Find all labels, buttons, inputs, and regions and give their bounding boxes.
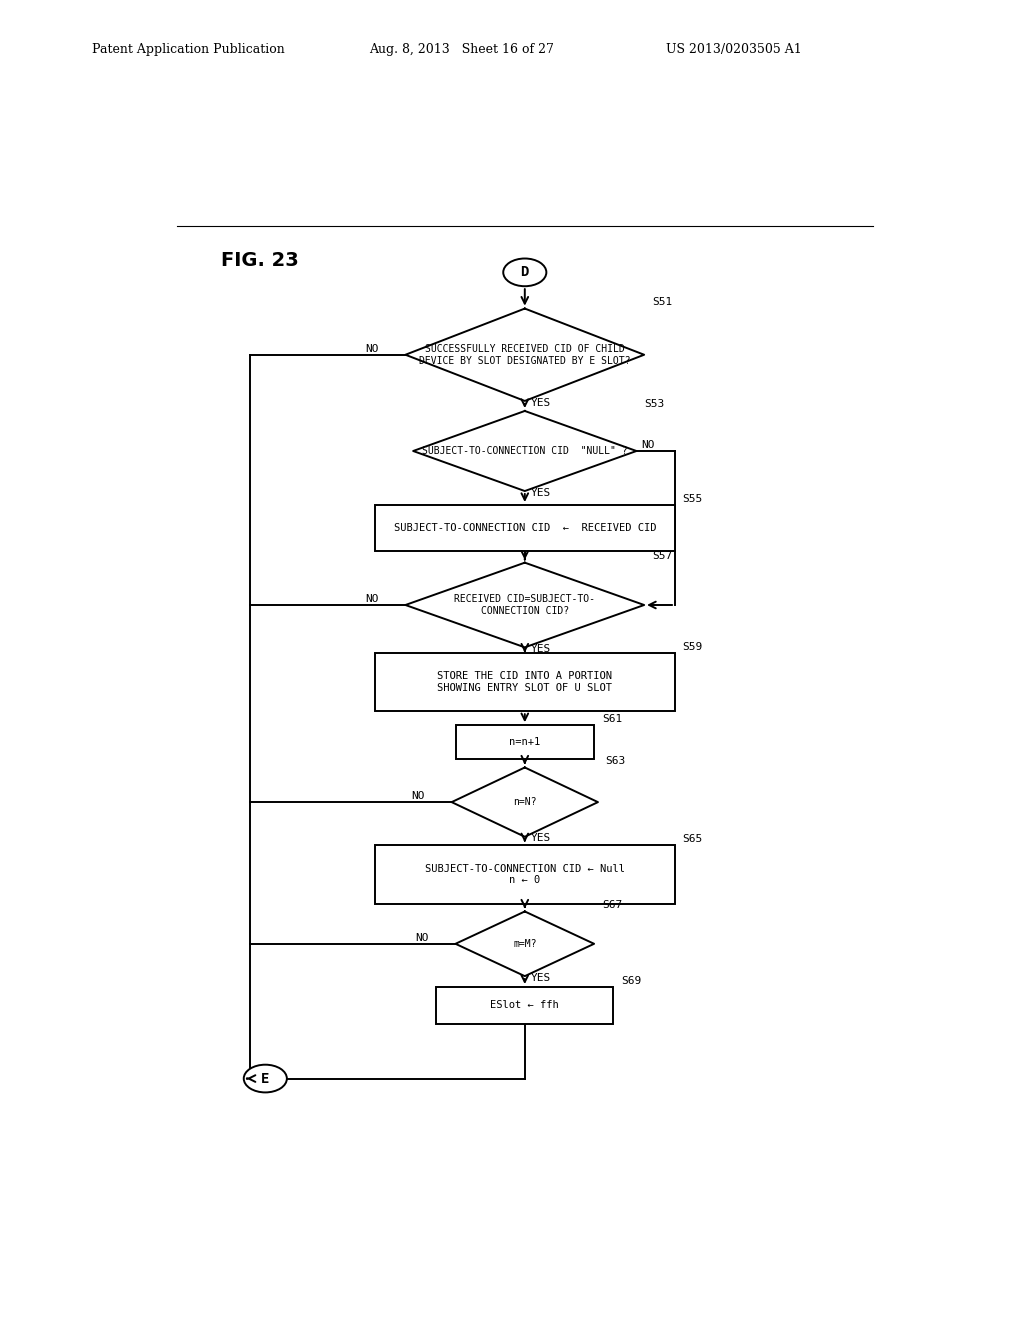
Text: YES: YES [531,973,551,983]
Text: US 2013/0203505 A1: US 2013/0203505 A1 [666,42,802,55]
Bar [375,845,675,904]
Text: SUBJECT-TO-CONNECTION CID ← Null
n ← 0: SUBJECT-TO-CONNECTION CID ← Null n ← 0 [425,863,625,886]
Text: S55: S55 [683,494,702,504]
Text: YES: YES [531,487,551,498]
Text: S63: S63 [605,755,626,766]
Text: E: E [261,1072,269,1085]
Bar [375,653,675,711]
Text: SUBJECT-TO-CONNECTION CID  ←  RECEIVED CID: SUBJECT-TO-CONNECTION CID ← RECEIVED CID [393,523,656,533]
Text: SUBJECT-TO-CONNECTION CID  "NULL" ?: SUBJECT-TO-CONNECTION CID "NULL" ? [422,446,628,455]
Text: S65: S65 [683,834,702,845]
Text: NO: NO [366,594,379,605]
Text: D: D [520,265,529,280]
Text: S59: S59 [683,642,702,652]
Text: YES: YES [531,833,551,843]
Text: S61: S61 [602,714,622,725]
Ellipse shape [503,259,547,286]
Bar [456,725,594,759]
Text: YES: YES [531,397,551,408]
Ellipse shape [244,1065,287,1093]
Text: m=M?: m=M? [513,939,537,949]
Text: FIG. 23: FIG. 23 [221,251,299,269]
Text: Patent Application Publication: Patent Application Publication [92,42,285,55]
Text: NO: NO [641,440,654,450]
Text: S53: S53 [644,399,665,409]
Text: S51: S51 [652,297,672,306]
Text: ESlot ← ffh: ESlot ← ffh [490,1001,559,1010]
Text: S67: S67 [602,900,622,909]
Bar [375,506,675,552]
Text: SUCCESSFULLY RECEIVED CID OF CHILD
DEVICE BY SLOT DESIGNATED BY E SLOT?: SUCCESSFULLY RECEIVED CID OF CHILD DEVIC… [419,345,631,366]
Text: RECEIVED CID=SUBJECT-TO-
CONNECTION CID?: RECEIVED CID=SUBJECT-TO- CONNECTION CID? [455,594,595,616]
Text: YES: YES [531,644,551,653]
Text: STORE THE CID INTO A PORTION
SHOWING ENTRY SLOT OF U SLOT: STORE THE CID INTO A PORTION SHOWING ENT… [437,671,612,693]
Text: n=N?: n=N? [513,797,537,807]
Text: NO: NO [366,343,379,354]
Text: S69: S69 [621,975,641,986]
Text: n=n+1: n=n+1 [509,737,541,747]
Bar [436,987,613,1024]
Text: S57: S57 [652,550,672,561]
Text: Aug. 8, 2013   Sheet 16 of 27: Aug. 8, 2013 Sheet 16 of 27 [369,42,554,55]
Text: NO: NO [416,933,429,942]
Text: NO: NO [412,791,425,801]
